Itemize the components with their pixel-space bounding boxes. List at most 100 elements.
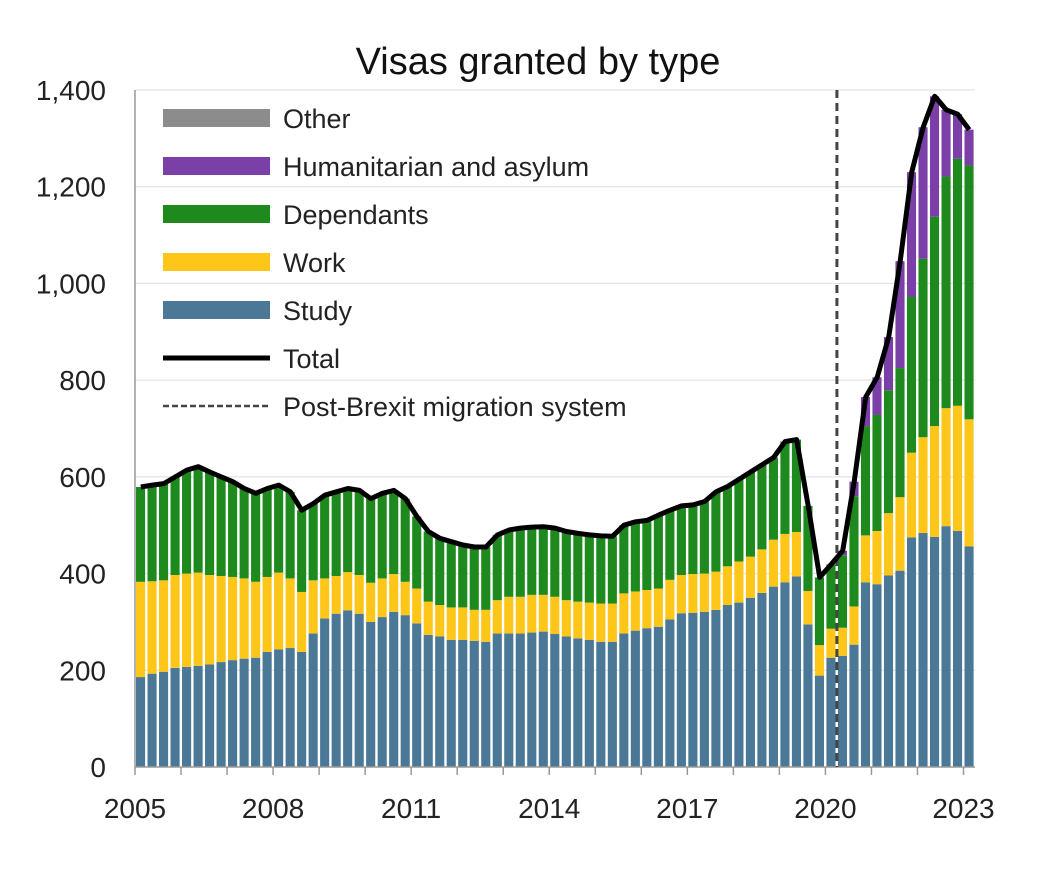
bar-dependants: [883, 390, 894, 514]
bar-dependants: [849, 496, 859, 607]
bar-work: [573, 601, 583, 639]
bar-dependants: [734, 479, 744, 562]
bar-study: [331, 613, 341, 767]
bar-work: [136, 581, 146, 678]
bar-study: [354, 613, 364, 767]
legend-label: Other: [283, 104, 351, 134]
x-tick-label: 2017: [656, 793, 718, 824]
bar-dependants: [780, 441, 790, 534]
bar-dependants: [768, 457, 778, 540]
bar-work: [872, 531, 882, 585]
bar-work: [791, 531, 801, 577]
bar-dependants: [366, 498, 376, 583]
bar-dependants: [412, 516, 422, 589]
bar-work: [458, 607, 468, 640]
bar-work: [964, 419, 974, 547]
bar-study: [688, 612, 698, 767]
y-tick-label: 400: [59, 559, 106, 590]
bar-study: [182, 666, 192, 767]
bar-work: [734, 561, 744, 603]
y-tick-label: 600: [59, 462, 106, 493]
bar-work: [481, 609, 491, 642]
bar-work: [837, 627, 848, 656]
bar-work: [699, 573, 709, 612]
bar-work: [331, 575, 341, 614]
bar-work: [435, 605, 445, 637]
bar-work: [412, 588, 422, 624]
x-tick-label: 2005: [104, 793, 166, 824]
x-tick-label: 2011: [381, 793, 441, 824]
bar-dependants: [814, 577, 825, 646]
bar-dependants: [745, 472, 755, 557]
bar-work: [205, 575, 215, 665]
legend-swatch: [163, 157, 270, 175]
x-tick-label: 2014: [518, 793, 580, 824]
x-tick-label: 2020: [794, 793, 856, 824]
bar-work: [159, 580, 169, 672]
bar-study: [550, 634, 560, 767]
bar-study: [469, 640, 479, 767]
chart-title: Visas granted by type: [356, 41, 721, 83]
bar-dependants: [711, 491, 721, 572]
legend-label: Dependants: [283, 200, 429, 230]
bar-humanitarian-and-asylum: [929, 96, 940, 217]
bar-study: [504, 633, 514, 767]
bar-study: [596, 641, 606, 767]
bar-dependants: [596, 535, 606, 604]
bar-study: [803, 624, 813, 767]
bar-study: [561, 636, 571, 767]
bar-dependants: [239, 488, 249, 579]
bar-work: [446, 607, 456, 640]
bar-dependants: [515, 528, 525, 597]
bar-study: [285, 648, 295, 767]
bar-dependants: [676, 505, 686, 576]
bar-work: [377, 578, 387, 618]
bar-study: [423, 634, 433, 767]
bar-study: [262, 651, 272, 767]
bar-study: [136, 677, 146, 767]
bar-dependants: [906, 296, 917, 453]
bar-dependants: [699, 501, 709, 574]
y-tick-label: 0: [90, 752, 106, 783]
bar-dependants: [630, 521, 640, 592]
bar-dependants: [826, 564, 836, 629]
bar-work: [906, 452, 917, 538]
bar-work: [607, 603, 617, 642]
bar-work: [860, 535, 871, 583]
bar-work: [469, 609, 479, 641]
bar-dependants: [757, 464, 767, 550]
bar-work: [366, 582, 376, 622]
bar-work: [216, 575, 226, 663]
bar-work: [814, 645, 825, 676]
bar-work: [262, 576, 272, 652]
bar-humanitarian-and-asylum: [872, 377, 882, 415]
bar-dependants: [918, 258, 928, 438]
bar-dependants: [665, 510, 675, 580]
bar-study: [308, 633, 318, 767]
bar-study: [412, 623, 422, 767]
bar-dependants: [584, 534, 594, 603]
bar-study: [918, 532, 928, 767]
bar-work: [918, 437, 928, 533]
bar-study: [435, 636, 445, 767]
bar-work: [538, 594, 548, 632]
bar-dependants: [400, 498, 410, 582]
bar-work: [297, 591, 307, 652]
bar-study: [665, 619, 675, 767]
bar-dependants: [929, 216, 940, 427]
bar-work: [711, 571, 721, 610]
bar-dependants: [872, 414, 882, 532]
bar-dependants: [228, 481, 238, 577]
bar-work: [895, 497, 905, 571]
bar-work: [182, 573, 192, 667]
bar-study: [768, 586, 778, 767]
bar-work: [550, 596, 560, 635]
bar-work: [515, 596, 525, 634]
bar-dependants: [619, 525, 629, 594]
bar-dependants: [504, 530, 514, 597]
legend-label: Post-Brexit migration system: [283, 392, 627, 422]
bar-dependants: [860, 426, 871, 536]
bar-dependants: [469, 546, 479, 610]
bar-study: [619, 633, 629, 767]
bar-study: [653, 626, 663, 767]
